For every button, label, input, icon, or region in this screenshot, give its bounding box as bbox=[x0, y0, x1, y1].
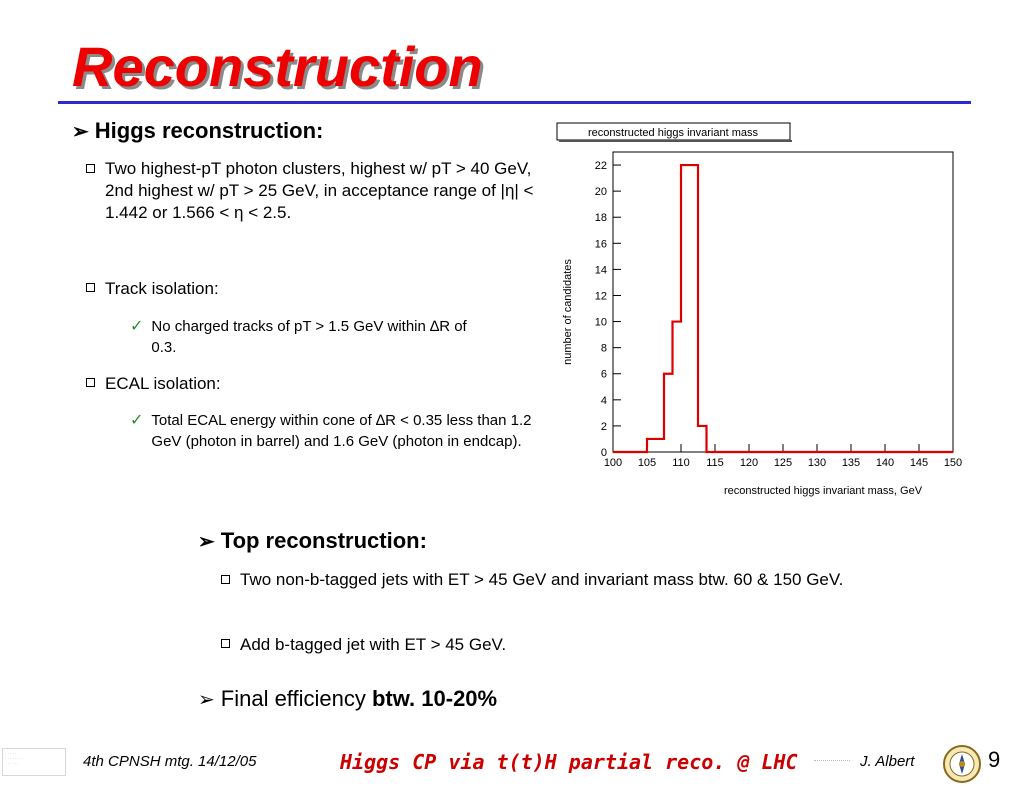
y-tick-label: 6 bbox=[601, 369, 607, 381]
final-efficiency-prefix: Final efficiency bbox=[220, 686, 372, 711]
y-tick-label: 16 bbox=[595, 238, 607, 250]
x-tick-label: 130 bbox=[808, 457, 826, 469]
arrow-bullet-icon: ➢ bbox=[72, 121, 89, 143]
x-tick-label: 115 bbox=[706, 457, 724, 469]
histogram-line bbox=[613, 163, 953, 454]
x-tick-label: 125 bbox=[774, 457, 792, 469]
square-bullet-icon bbox=[86, 378, 95, 388]
higgs-bullet-2: Track isolation: bbox=[86, 278, 219, 300]
slide-title: Reconstruction bbox=[72, 35, 483, 98]
higgs-heading-text: Higgs reconstruction: bbox=[94, 118, 324, 143]
x-tick-label: 145 bbox=[910, 457, 928, 469]
square-bullet-icon bbox=[221, 575, 230, 584]
higgs-bullet-1-text: Two highest-pT photon clusters, highest … bbox=[105, 159, 534, 222]
square-bullet-icon bbox=[221, 639, 230, 649]
title-divider bbox=[58, 101, 971, 104]
x-tick-label: 120 bbox=[740, 457, 758, 469]
x-tick-label: 100 bbox=[604, 457, 622, 469]
y-tick-label: 12 bbox=[595, 290, 607, 302]
x-tick-label: 135 bbox=[842, 457, 860, 469]
arrow-bullet-icon: ➢ bbox=[198, 689, 215, 711]
chart-background bbox=[553, 117, 963, 512]
y-tick-label: 8 bbox=[601, 343, 607, 355]
top-bullet-2-text: Add b-tagged jet with ET > 45 GeV. bbox=[240, 635, 507, 654]
final-efficiency-value: btw. 10-20% bbox=[371, 686, 498, 711]
top-heading: ➢ Top reconstruction: bbox=[198, 528, 427, 554]
track-check-item: ✓ No charged tracks of pT > 1.5 GeV with… bbox=[130, 316, 490, 358]
x-axis-label: reconstructed higgs invariant mass, GeV bbox=[724, 485, 923, 497]
ecal-check-item: ✓ Total ECAL energy within cone of ∆R < … bbox=[130, 410, 535, 452]
y-tick-label: 0 bbox=[601, 447, 607, 459]
higgs-bullet-1: Two highest-pT photon clusters, highest … bbox=[86, 158, 536, 224]
higgs-bullet-3: ECAL isolation: bbox=[86, 373, 221, 395]
square-bullet-icon bbox=[86, 164, 95, 173]
top-bullet-1: Two non-b-tagged jets with ET > 45 GeV a… bbox=[221, 569, 921, 591]
ecal-check-text: Total ECAL energy within cone of ∆R < 0.… bbox=[151, 412, 532, 450]
footer-talk-title: Higgs CP via t(t)H partial reco. @ LHC bbox=[340, 750, 798, 774]
checkmark-icon: ✓ bbox=[130, 318, 144, 335]
y-tick-label: 20 bbox=[595, 186, 607, 198]
y-tick-label: 18 bbox=[595, 212, 607, 224]
higgs-heading: ➢ Higgs reconstruction: bbox=[72, 118, 323, 144]
y-tick-label: 14 bbox=[595, 264, 607, 276]
arrow-bullet-icon: ➢ bbox=[198, 531, 215, 553]
x-axis-ticks: 100 105 110 115 120 125 130 135 140 145 150 bbox=[604, 444, 962, 469]
footer-author: J. Albert bbox=[860, 753, 915, 770]
square-bullet-icon bbox=[86, 283, 95, 293]
chart-title-shadow bbox=[559, 140, 792, 142]
y-tick-label: 4 bbox=[601, 395, 607, 407]
footer-small-image bbox=[814, 760, 850, 767]
footer-image-placeholder: · · · · · · · · · · · · · · · · · · · bbox=[2, 748, 66, 776]
x-tick-label: 150 bbox=[944, 457, 962, 469]
y-tick-label: 2 bbox=[601, 421, 607, 433]
checkmark-icon: ✓ bbox=[130, 412, 144, 429]
higgs-bullet-3-text: ECAL isolation: bbox=[105, 374, 221, 393]
y-axis-ticks: 0 2 4 6 8 10 12 14 16 18 20 22 bbox=[595, 160, 621, 459]
higgs-bullet-2-text: Track isolation: bbox=[105, 279, 219, 298]
x-tick-label: 105 bbox=[638, 457, 656, 469]
footer-meeting: 4th CPNSH mtg. 14/12/05 bbox=[83, 753, 257, 770]
track-check-text: No charged tracks of pT > 1.5 GeV within… bbox=[151, 318, 467, 356]
page-number: 9 bbox=[988, 747, 1001, 772]
y-axis-label: number of candidates bbox=[562, 259, 574, 365]
x-tick-label: 140 bbox=[876, 457, 894, 469]
top-bullet-1-text: Two non-b-tagged jets with ET > 45 GeV a… bbox=[240, 570, 844, 589]
higgs-mass-histogram: reconstructed higgs invariant mass 0 2 4 6 8… bbox=[553, 117, 963, 512]
chart-title: reconstructed higgs invariant mass bbox=[588, 127, 758, 139]
y-tick-label: 22 bbox=[595, 160, 607, 172]
x-tick-label: 110 bbox=[672, 457, 690, 469]
final-efficiency: ➢ Final efficiency btw. 10-20% bbox=[198, 686, 497, 712]
top-heading-text: Top reconstruction: bbox=[220, 528, 427, 553]
y-tick-label: 10 bbox=[595, 317, 607, 329]
university-seal-icon bbox=[943, 745, 981, 783]
top-bullet-2: Add b-tagged jet with ET > 45 GeV. bbox=[221, 634, 506, 656]
